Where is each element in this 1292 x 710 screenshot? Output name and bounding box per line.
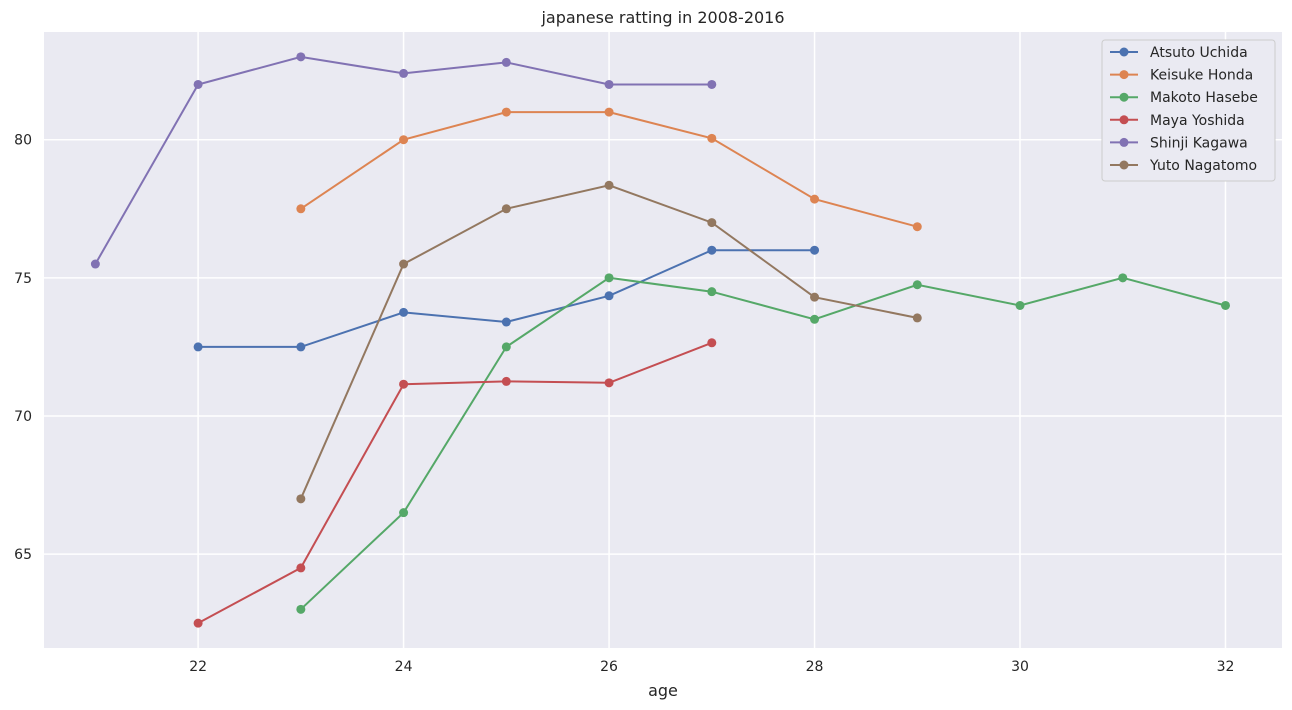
legend-item: Makoto Hasebe [1110, 90, 1258, 106]
data-point [707, 79, 717, 89]
data-point [707, 287, 717, 297]
series-atsuto-uchida [193, 245, 820, 352]
legend-marker [1119, 47, 1129, 57]
legend-marker [1119, 137, 1129, 147]
legend-item: Keisuke Honda [1110, 68, 1253, 84]
data-point [296, 563, 306, 573]
data-point [399, 379, 409, 389]
data-point [1015, 300, 1025, 310]
data-point [707, 133, 717, 143]
legend-label: Shinji Kagawa [1150, 135, 1248, 151]
data-point [604, 107, 614, 117]
legend-marker [1119, 70, 1129, 80]
legend-label: Maya Yoshida [1150, 113, 1245, 129]
legend-label: Atsuto Uchida [1150, 45, 1248, 61]
legend-marker [1119, 115, 1129, 125]
x-tick-label: 32 [1217, 659, 1235, 675]
x-tick-labels: 22 24 26 28 30 32 [189, 659, 1234, 675]
data-point [399, 135, 409, 145]
data-point [90, 259, 100, 269]
series-line-makoto-hasebe [300, 276, 1226, 611]
series-keisuke-honda [296, 107, 922, 232]
data-point [707, 218, 717, 228]
data-point [501, 204, 511, 214]
data-point [501, 317, 511, 327]
data-point [707, 245, 717, 255]
data-point [707, 338, 717, 348]
x-axis-label: age [648, 681, 678, 700]
x-tick-label: 22 [189, 659, 207, 675]
series-layer [90, 52, 1230, 628]
data-point [810, 314, 820, 324]
series-line-maya-yoshida [197, 341, 713, 624]
x-tick-label: 30 [1011, 659, 1029, 675]
data-point [193, 79, 203, 89]
legend-label: Keisuke Honda [1150, 68, 1253, 84]
data-point [604, 378, 614, 388]
data-point [296, 604, 306, 614]
data-point [1118, 273, 1128, 283]
legend-label: Yuto Nagatomo [1149, 158, 1257, 174]
legend-item: Shinji Kagawa [1110, 135, 1248, 151]
data-point [912, 222, 922, 232]
data-point [296, 342, 306, 352]
data-point [296, 204, 306, 214]
y-tick-label: 65 [14, 547, 32, 563]
data-point [501, 57, 511, 67]
x-tick-label: 26 [600, 659, 618, 675]
data-point [604, 180, 614, 190]
data-point [604, 291, 614, 301]
chart-title: japanese ratting in 2008-2016 [540, 8, 784, 27]
data-point [810, 245, 820, 255]
data-point [1220, 300, 1230, 310]
y-tick-label: 80 [14, 133, 32, 149]
data-point [912, 313, 922, 323]
series-makoto-hasebe [296, 273, 1230, 614]
series-maya-yoshida [193, 338, 717, 628]
plot-background [44, 32, 1282, 648]
legend-marker [1119, 92, 1129, 102]
data-point [193, 618, 203, 628]
legend-item: Yuto Nagatomo [1110, 158, 1257, 174]
data-point [912, 280, 922, 290]
data-point [501, 342, 511, 352]
data-point [399, 508, 409, 518]
legend-item: Atsuto Uchida [1110, 45, 1248, 61]
legend-item: Maya Yoshida [1110, 113, 1245, 129]
data-point [604, 273, 614, 283]
y-tick-label: 75 [14, 271, 32, 287]
series-shinji-kagawa [90, 52, 717, 269]
data-point [604, 79, 614, 89]
data-point [399, 307, 409, 317]
legend-marker [1119, 160, 1129, 170]
legend: Atsuto Uchida Keisuke Honda Makoto Hasebe M… [1101, 39, 1276, 182]
data-point [399, 259, 409, 269]
y-tick-label: 70 [14, 409, 32, 425]
data-point [501, 107, 511, 117]
x-tick-label: 24 [395, 659, 413, 675]
y-tick-labels: 65 70 75 80 [14, 133, 32, 563]
data-point [296, 52, 306, 62]
legend-box [1101, 39, 1276, 182]
data-point [193, 342, 203, 352]
data-point [810, 292, 820, 302]
data-point [296, 494, 306, 504]
data-point [399, 68, 409, 78]
series-yuto-nagatomo [296, 180, 922, 504]
x-tick-label: 28 [806, 659, 824, 675]
legend-label: Makoto Hasebe [1150, 90, 1258, 106]
data-point [501, 376, 511, 386]
data-point [810, 194, 820, 204]
